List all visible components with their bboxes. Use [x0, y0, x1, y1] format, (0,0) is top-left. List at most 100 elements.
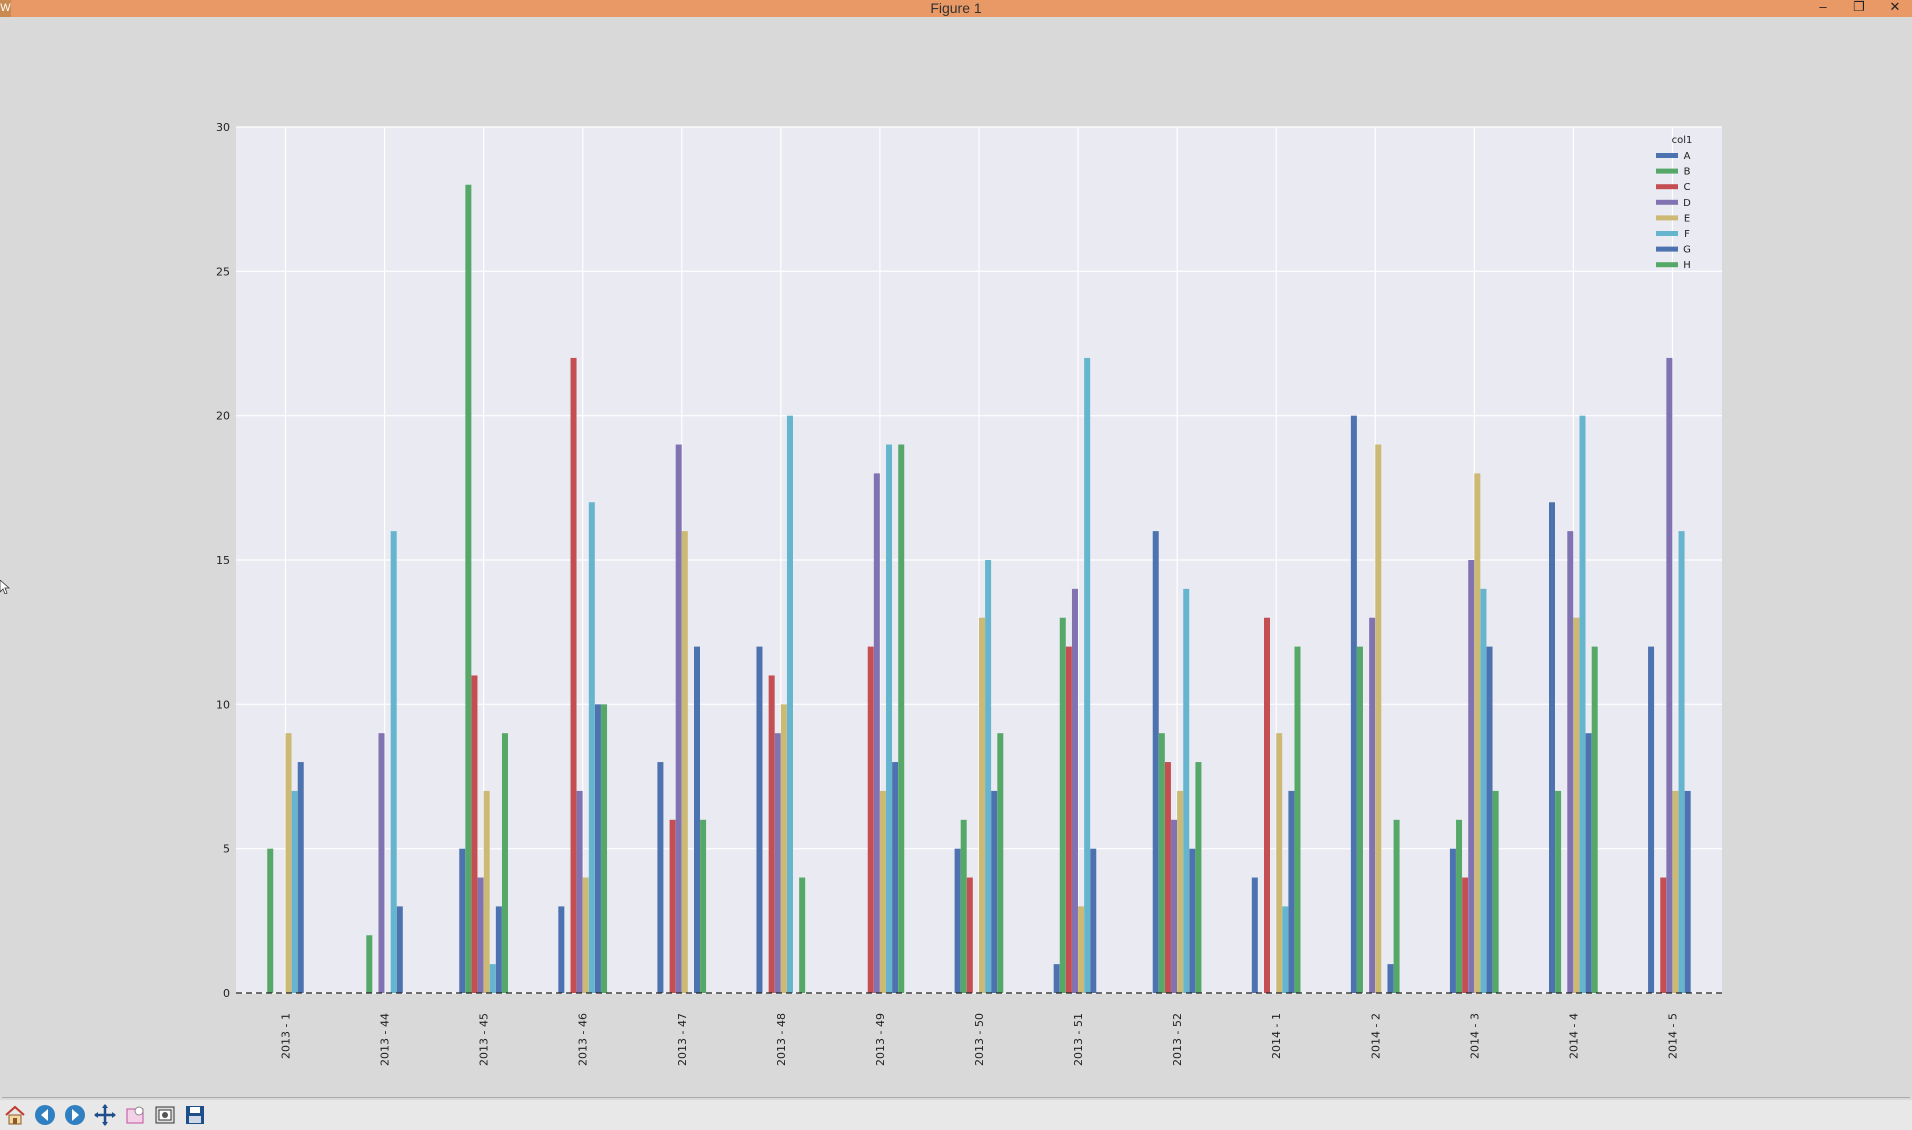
y-tick-label: 15 [216, 554, 230, 567]
bar-G-9 [1090, 848, 1097, 993]
bar-F-14 [1579, 415, 1586, 994]
bar-A-3 [459, 848, 466, 993]
x-tick-label: 2013 - 47 [676, 1013, 689, 1066]
legend-label-F: F [1684, 229, 1690, 240]
bar-E-3 [483, 790, 490, 993]
legend-label-H: H [1683, 260, 1691, 271]
x-tick-label: 2013 - 50 [973, 1013, 986, 1066]
legend-swatch-F [1656, 231, 1678, 236]
figure-canvas[interactable]: 0 5 10 15 20 25 30 2013 - 1 2013 - 44 2013 - 45 20… [2, 20, 1910, 1098]
bar-B-9 [1059, 617, 1066, 993]
mouse-cursor-icon [0, 580, 10, 594]
y-tick-label: 25 [216, 265, 230, 278]
navigation-toolbar [0, 1100, 1912, 1130]
bar-E-14 [1573, 617, 1580, 993]
forward-icon[interactable] [62, 1102, 88, 1128]
bar-F-3 [489, 964, 496, 993]
legend-swatch-D [1656, 199, 1678, 205]
bar-E-8 [979, 617, 985, 993]
bar-A-14 [1549, 502, 1555, 993]
bar-F-4 [588, 502, 595, 993]
x-tick-label: 2013 - 48 [775, 1013, 788, 1066]
legend-swatch-E [1656, 215, 1678, 221]
back-icon[interactable] [32, 1102, 58, 1128]
bar-F-11 [1282, 906, 1289, 993]
bar-G-2 [396, 906, 403, 993]
legend-label-E: E [1684, 213, 1690, 224]
bar-G-11 [1288, 790, 1295, 993]
bar-C-7 [867, 646, 874, 993]
bar-F-9 [1084, 357, 1091, 993]
bar-A-15 [1648, 646, 1655, 993]
save-icon[interactable] [182, 1102, 208, 1128]
close-icon[interactable]: ✕ [1889, 0, 1901, 14]
configure-subplots-icon[interactable] [152, 1102, 178, 1128]
bar-D-7 [873, 473, 880, 993]
window-title: Figure 1 [930, 0, 982, 16]
bar-D-5 [675, 444, 682, 993]
bar-H-12 [1393, 819, 1400, 993]
x-tick-label: 2013 - 49 [874, 1013, 887, 1066]
bar-D-9 [1071, 588, 1078, 993]
legend-swatch-C [1656, 184, 1678, 190]
bar-chart: 0 5 10 15 20 25 30 2013 - 1 2013 - 44 2013 - 45 20… [216, 121, 1722, 1066]
bar-A-4 [558, 906, 565, 993]
bar-F-8 [985, 560, 992, 993]
bar-H-10 [1195, 762, 1202, 993]
restore-icon[interactable]: ❐ [1853, 0, 1865, 14]
bar-G-5 [694, 646, 700, 993]
bar-G-12 [1387, 964, 1394, 993]
bar-D-2 [378, 733, 385, 993]
x-tick-label: 2014 - 3 [1468, 1013, 1481, 1059]
bar-G-13 [1486, 646, 1493, 993]
bar-C-11 [1264, 617, 1270, 993]
bar-A-5 [657, 762, 664, 993]
pan-icon[interactable] [92, 1102, 118, 1128]
x-tick-label: 2014 - 2 [1369, 1013, 1382, 1059]
bar-E-7 [879, 790, 886, 993]
bar-A-8 [954, 848, 961, 993]
bar-D-4 [576, 790, 583, 993]
y-tick-label: 10 [216, 698, 230, 711]
legend-swatch-A [1656, 153, 1678, 158]
bar-C-5 [669, 819, 676, 993]
bar-E-15 [1672, 790, 1679, 993]
bar-B-14 [1555, 790, 1562, 993]
bar-D-10 [1171, 819, 1178, 993]
bar-B-2 [366, 935, 373, 993]
minimize-icon[interactable]: – [1819, 0, 1827, 14]
bar-C-15 [1660, 877, 1667, 993]
bar-B-13 [1456, 819, 1463, 993]
bar-B-1 [267, 848, 274, 993]
legend-swatch-B [1656, 168, 1678, 174]
bar-B-12 [1356, 646, 1363, 993]
bar-H-8 [997, 733, 1004, 993]
bar-E-1 [285, 733, 292, 993]
bar-H-14 [1591, 646, 1598, 993]
bar-B-8 [960, 819, 967, 993]
bar-A-6 [756, 646, 763, 993]
bar-F-7 [886, 444, 893, 993]
bar-G-3 [495, 906, 502, 993]
bar-F-6 [786, 415, 793, 994]
bar-E-11 [1276, 733, 1283, 993]
legend-label-D: D [1683, 198, 1691, 209]
app-icon: W [0, 0, 11, 17]
bar-C-8 [966, 877, 973, 993]
bar-F-1 [291, 790, 298, 993]
bar-E-9 [1078, 906, 1085, 993]
y-tick-label: 5 [223, 843, 230, 856]
bar-G-15 [1684, 790, 1691, 993]
legend-title: col1 [1672, 135, 1693, 146]
x-tick-label: 2013 - 51 [1072, 1013, 1085, 1066]
y-tick-label: 30 [216, 121, 230, 134]
bar-H-4 [601, 704, 608, 993]
legend-label-A: A [1684, 151, 1691, 162]
x-tick-label: 2013 - 52 [1171, 1013, 1184, 1066]
zoom-icon[interactable] [122, 1102, 148, 1128]
y-tick-label: 20 [216, 410, 230, 423]
bar-C-4 [570, 357, 577, 993]
home-icon[interactable] [2, 1102, 28, 1128]
legend-label-G: G [1683, 245, 1691, 256]
bar-D-6 [774, 733, 781, 993]
